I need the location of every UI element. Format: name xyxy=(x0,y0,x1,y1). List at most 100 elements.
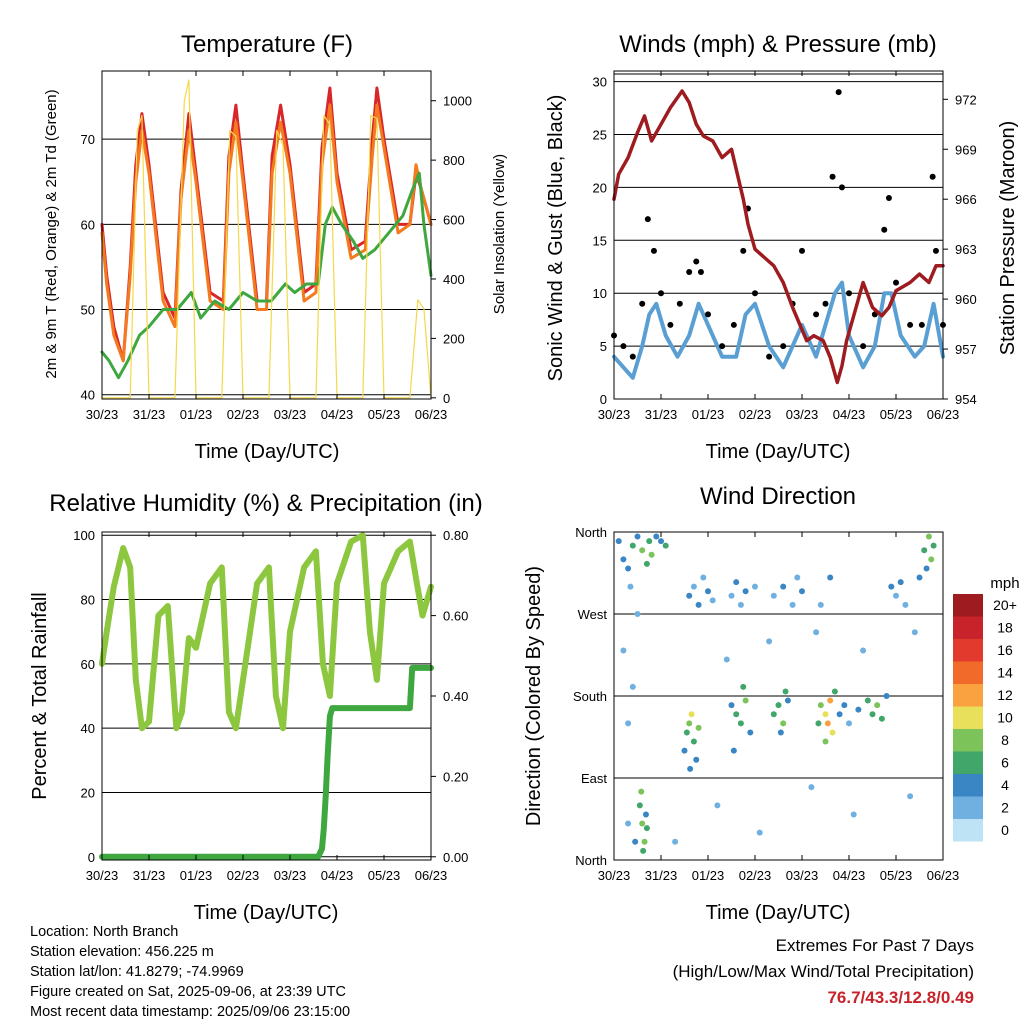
colorbar-label: 16 xyxy=(997,642,1013,658)
y-tick-label: 0 xyxy=(600,392,607,407)
gust-point xyxy=(719,343,726,350)
y2-tick-label: 0.40 xyxy=(443,689,468,704)
direction-point xyxy=(860,647,867,654)
x-tick-label: 06/23 xyxy=(415,868,448,883)
y2-tick-label: 200 xyxy=(443,331,465,346)
direction-point xyxy=(928,556,935,563)
extremes-box: Extremes For Past 7 Days (High/Low/Max W… xyxy=(673,933,974,1011)
plot-frame xyxy=(101,531,432,861)
direction-point xyxy=(756,829,763,836)
gust-point xyxy=(780,343,787,350)
direction-point xyxy=(681,747,688,754)
direction-point xyxy=(705,588,711,595)
direction-point xyxy=(634,533,641,540)
direction-point xyxy=(822,738,829,745)
wind-direction-title: Wind Direction xyxy=(700,483,856,510)
extremes-title: Extremes For Past 7 Days xyxy=(775,936,974,955)
direction-point xyxy=(789,601,796,608)
gust-point xyxy=(620,343,627,350)
y-tick-label: 40 xyxy=(81,721,95,736)
colorbar-swatch xyxy=(953,774,983,797)
direction-point xyxy=(625,820,632,827)
direction-point xyxy=(817,601,824,608)
colorbar-swatch xyxy=(953,706,983,729)
direction-point xyxy=(925,533,932,540)
colorbar-label: 8 xyxy=(1001,732,1009,748)
x-tick-label: 31/23 xyxy=(133,868,166,883)
y-tick-label: West xyxy=(578,607,608,622)
direction-point xyxy=(625,720,632,727)
direction-point xyxy=(709,597,716,604)
direction-point xyxy=(782,688,789,695)
gust-point xyxy=(730,321,737,328)
y-tick-label: 20 xyxy=(593,180,607,195)
direction-point xyxy=(688,711,695,718)
direction-point xyxy=(747,729,754,736)
direction-point xyxy=(641,838,648,845)
direction-point xyxy=(824,720,831,727)
direction-point xyxy=(777,729,784,736)
colorbar-swatch xyxy=(953,819,983,842)
direction-point xyxy=(737,601,744,608)
x-tick-label: 05/23 xyxy=(368,407,401,422)
direction-point xyxy=(693,756,700,763)
direction-point xyxy=(883,693,890,699)
direction-point xyxy=(730,747,737,754)
gust-point xyxy=(752,290,758,297)
x-tick-label: 30/23 xyxy=(86,868,119,883)
x-tick-label: 02/23 xyxy=(739,868,772,883)
colorbar-label: 20+ xyxy=(993,597,1017,613)
y-tick-label: North xyxy=(575,525,607,540)
x-tick-label: 05/23 xyxy=(368,868,401,883)
temperature-xlabel: Time (Day/UTC) xyxy=(195,441,340,463)
direction-point xyxy=(648,551,655,558)
direction-point xyxy=(733,711,740,718)
direction-point xyxy=(775,702,782,709)
direction-point xyxy=(780,720,787,727)
direction-point xyxy=(874,702,881,709)
direction-point xyxy=(850,811,857,818)
x-tick-label: 06/23 xyxy=(927,407,960,422)
direction-point xyxy=(714,802,721,809)
gust-point xyxy=(881,226,888,233)
y2-tick-label: 960 xyxy=(955,292,977,307)
direction-point xyxy=(643,825,650,832)
x-tick-label: 05/23 xyxy=(880,868,913,883)
direction-point xyxy=(836,711,843,718)
direction-point xyxy=(625,565,632,572)
extremes-subtitle: (High/Low/Max Wind/Total Precipitation) xyxy=(672,962,974,981)
direction-point xyxy=(686,592,693,599)
direction-point xyxy=(831,688,838,695)
direction-point xyxy=(642,811,649,818)
direction-point xyxy=(639,547,646,554)
direction-point xyxy=(620,556,627,563)
humidity-ylabel: Percent & Total Rainfall xyxy=(29,592,51,800)
x-tick-label: 04/23 xyxy=(833,407,866,422)
direction-point xyxy=(687,765,694,772)
direction-point xyxy=(770,592,777,599)
colorbar-label: 4 xyxy=(1001,777,1009,793)
direction-point xyxy=(634,611,641,617)
direction-point xyxy=(646,538,653,545)
temperature-ylabel: 2m & 9m T (Red, Orange) & 2m Td (Green) xyxy=(43,89,60,378)
direction-point xyxy=(770,711,777,718)
gust-point xyxy=(929,173,936,180)
gust-point xyxy=(822,300,829,307)
direction-point xyxy=(794,574,801,581)
colorbar-swatch xyxy=(953,729,983,752)
y-tick-label: North xyxy=(575,853,607,868)
wind-direction-panel: Wind Direction Time (Day/UTC) Direction … xyxy=(523,483,1020,924)
winds-ylabel: Sonic Wind & Gust (Blue, Black) xyxy=(545,95,567,382)
gust-point xyxy=(860,343,867,350)
direction-point xyxy=(690,738,697,745)
colorbar-label: 6 xyxy=(1001,755,1009,771)
precip-line xyxy=(99,664,434,860)
direction-point xyxy=(846,720,852,727)
gust-point xyxy=(932,247,939,254)
direction-point xyxy=(733,579,740,586)
x-tick-label: 06/23 xyxy=(415,407,448,422)
gust-point xyxy=(885,194,892,201)
direction-point xyxy=(864,697,871,704)
solar-line xyxy=(101,79,432,399)
y-tick-label: 70 xyxy=(81,132,95,147)
